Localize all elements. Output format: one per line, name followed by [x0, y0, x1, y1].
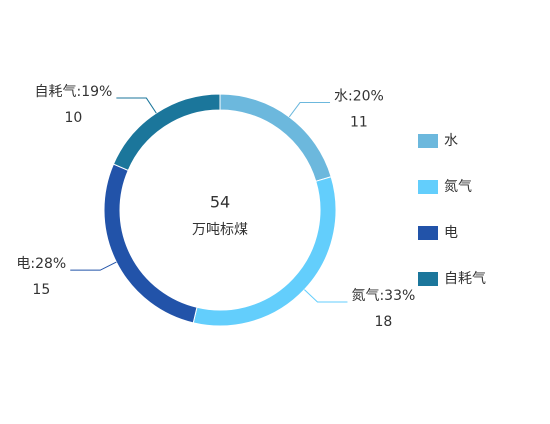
legend-label: 水	[444, 133, 458, 149]
donut-slice	[219, 93, 332, 182]
legend-swatch	[418, 134, 438, 148]
value-label: 15	[32, 282, 50, 298]
value-label: 11	[350, 115, 368, 131]
slice-label: 水:20%	[334, 89, 384, 105]
legend-label: 自耗气	[444, 271, 486, 287]
center-value: 54	[210, 193, 230, 212]
donut-slice	[112, 93, 221, 172]
donut-slice	[103, 163, 198, 324]
leader-line	[304, 289, 348, 303]
value-label: 18	[374, 314, 392, 330]
legend-label: 电	[444, 225, 458, 241]
center-label: 万吨标煤	[192, 222, 248, 238]
leader-line	[70, 261, 117, 271]
legend-label: 氮气	[444, 179, 472, 195]
slice-label: 电:28%	[16, 256, 66, 272]
legend-swatch	[418, 180, 438, 194]
leader-line	[116, 97, 157, 114]
value-label: 10	[65, 110, 83, 126]
slice-label: 自耗气:19%	[35, 84, 113, 100]
legend-swatch	[418, 272, 438, 286]
slice-label: 氮气:33%	[351, 288, 415, 304]
leader-line	[288, 102, 331, 118]
legend-swatch	[418, 226, 438, 240]
